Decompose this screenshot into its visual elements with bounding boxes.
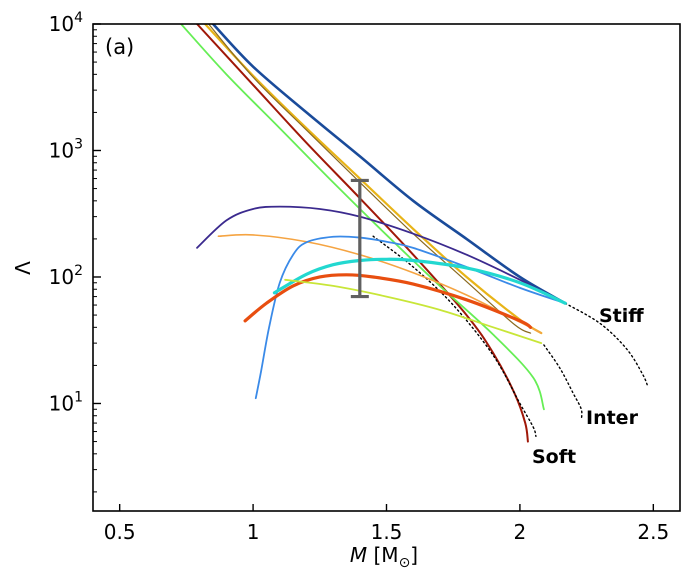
panel-label: (a)	[105, 35, 134, 59]
x-tick-label: 1	[247, 520, 260, 544]
series-gold	[203, 24, 543, 335]
x-tick-label: 1.5	[371, 520, 403, 544]
series-orange-thin	[217, 233, 543, 334]
tick-layer: 0.5 1 1.5 2 2.5 101 102 103 104	[49, 10, 670, 544]
y-axis-title: Λ	[11, 261, 35, 275]
series-dark-blue	[211, 24, 567, 305]
series-dark-red	[196, 24, 529, 443]
y-tick-label: 101	[49, 389, 83, 415]
series-green	[180, 24, 545, 411]
y-tick-label: 102	[49, 263, 83, 289]
y-tick-label: 103	[49, 136, 83, 162]
x-tick-label: 2	[514, 520, 527, 544]
series-yellow-green	[284, 278, 543, 345]
series-tan-double	[207, 24, 532, 334]
plot-frame	[92, 23, 681, 512]
x-axis-title: M [M⊙]	[350, 543, 418, 571]
y-tick-label: 104	[49, 10, 83, 36]
series-dotted-stiff	[564, 302, 649, 388]
x-tick-label: 2.5	[637, 520, 669, 544]
series-dotted-inter	[543, 344, 583, 421]
annotation-stiff: Stiff	[599, 305, 644, 327]
annotation-soft: Soft	[532, 446, 576, 468]
series-dotted-soft	[372, 235, 537, 438]
series-layer	[180, 24, 649, 443]
series-indigo	[196, 205, 561, 302]
annotation-inter: Inter	[586, 407, 639, 429]
series-cyan	[272, 257, 567, 305]
x-tick-label: 0.5	[104, 520, 136, 544]
error-bar	[350, 178, 369, 299]
